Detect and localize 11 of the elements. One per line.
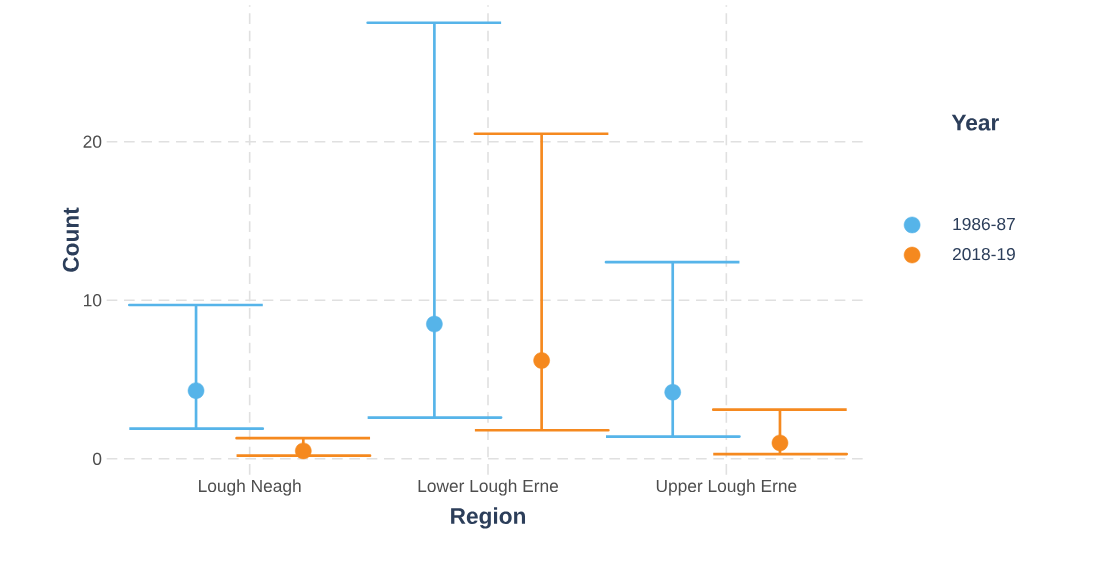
- legend-title: Year: [951, 114, 999, 131]
- x-tick-label: Lower Lough Erne: [418, 479, 559, 496]
- x-tick-label: Upper Lough Erne: [656, 479, 797, 496]
- legend-label: 1986-87: [953, 217, 1015, 231]
- x-axis-title: Region: [451, 507, 526, 529]
- y-tick-label: 20: [83, 135, 102, 148]
- x-tick-label: Lough Neagh: [199, 479, 301, 496]
- y-tick-label: 10: [84, 294, 102, 307]
- legend-label: 2018-19: [952, 247, 1015, 261]
- y-axis-title: Count: [62, 207, 79, 272]
- y-tick-label: 0: [92, 452, 102, 465]
